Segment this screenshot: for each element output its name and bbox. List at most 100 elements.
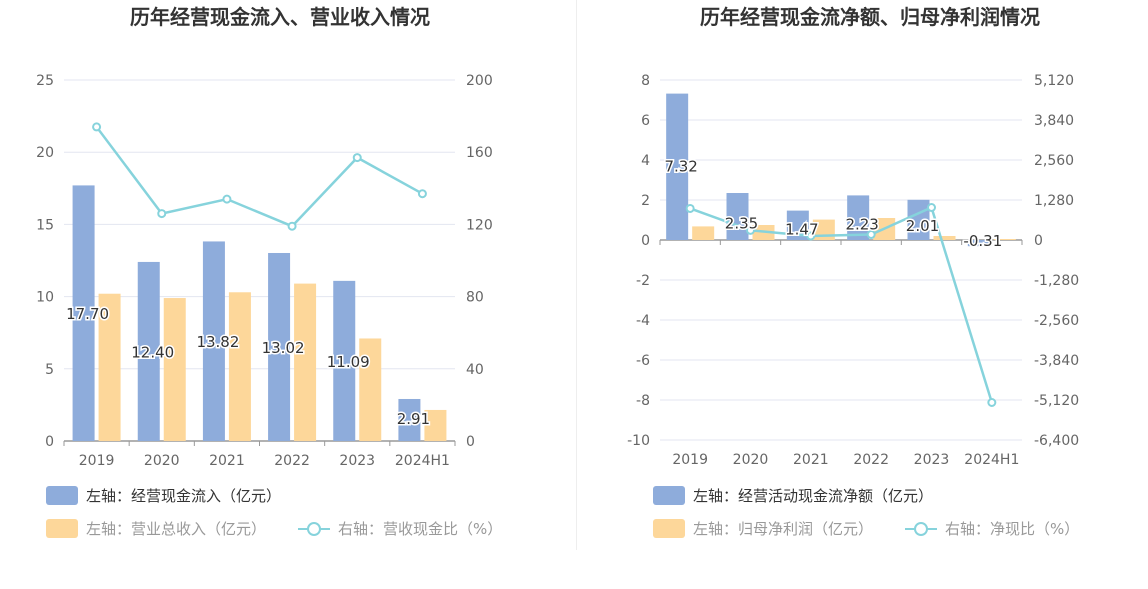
bar-primary[interactable] (967, 240, 990, 247)
ratio-point[interactable] (866, 230, 876, 240)
right-axis-tick-label: 2,560 (1034, 153, 1074, 169)
right-axis-tick-label: 160 (466, 145, 493, 161)
ratio-point[interactable] (987, 398, 997, 407)
left-axis-tick-label: 25 (36, 73, 54, 89)
bar-secondary[interactable] (993, 239, 1016, 240)
ratio-point[interactable] (806, 231, 816, 241)
bar-value-label: 11.09 (327, 353, 370, 371)
left-axis-tick-label: -6 (636, 353, 650, 369)
right-axis-tick-label: -6,400 (1034, 433, 1079, 449)
legend-label[interactable]: 左轴：归母净利润（亿元） (693, 520, 873, 538)
right-axis-tick-label: 120 (466, 217, 493, 233)
left-axis-tick-label: 6 (641, 113, 650, 129)
left-axis-tick-label: 15 (36, 217, 54, 233)
x-axis-category-label: 2021 (209, 453, 245, 469)
bar-primary[interactable] (333, 280, 356, 441)
x-axis-category-label: 2022 (853, 452, 889, 468)
ratio-point[interactable] (746, 225, 755, 235)
bar-primary[interactable] (72, 185, 95, 441)
left-axis-tick-label: 5 (45, 362, 54, 378)
x-axis-category-label: 2019 (672, 452, 708, 468)
legend-swatch (46, 486, 78, 505)
right-axis-tick-label: -1,280 (1034, 273, 1079, 289)
x-axis-category-label: 2023 (914, 452, 950, 468)
bar-value-label: 7.32 (664, 158, 697, 176)
net-cash-flow-profit-chart: 历年经营现金流净额、归母净利润情况 -10 -6,400 -8 -5,120 -6 -3,8… (627, 5, 1079, 538)
ratio-line (689, 205, 994, 403)
bar-secondary[interactable] (98, 293, 121, 441)
bar-primary[interactable] (268, 252, 291, 441)
x-axis-category-label: 2019 (79, 453, 115, 469)
right-axis-tick-label: 200 (466, 73, 493, 89)
left-axis-tick-label: 10 (36, 290, 54, 306)
x-axis-category-label: 2021 (793, 452, 829, 468)
right-axis-tick-label: -5,120 (1034, 393, 1079, 409)
legend-marker-icon (914, 522, 928, 536)
right-axis-tick-label: 40 (466, 362, 484, 378)
right-axis-tick-label: 0 (1034, 233, 1043, 249)
ratio-point[interactable] (157, 209, 167, 219)
bar-secondary[interactable] (359, 338, 382, 441)
left-axis-tick-label: -8 (636, 393, 650, 409)
x-axis-category-label: 2024H1 (964, 452, 1019, 468)
bar-value-label: 2.23 (845, 215, 878, 233)
bar-value-label: 2.91 (397, 410, 430, 428)
x-axis-category-label: 2023 (339, 453, 375, 469)
legend-swatch (653, 519, 685, 538)
ratio-point[interactable] (417, 189, 427, 199)
x-axis-category-label: 2020 (733, 452, 769, 468)
bar-value-label: 13.02 (262, 339, 305, 357)
ratio-point[interactable] (927, 203, 936, 212)
legend-label[interactable]: 右轴：营收现金比（%） (338, 520, 502, 538)
bar-secondary[interactable] (163, 298, 186, 441)
ratio-line (95, 126, 424, 228)
bar-value-label: 17.70 (66, 305, 109, 323)
left-axis-tick-label: 4 (641, 153, 650, 169)
bar-secondary[interactable] (933, 236, 956, 240)
legend-label[interactable]: 左轴：经营活动现金流净额（亿元） (693, 487, 933, 505)
legend-label[interactable]: 左轴：营业总收入（亿元） (86, 520, 266, 538)
bar-value-label: 12.40 (131, 343, 174, 361)
bar-value-label: 2.01 (906, 217, 939, 235)
ratio-point[interactable] (222, 194, 232, 204)
chart-title: 历年经营现金流入、营业收入情况 (130, 5, 430, 29)
legend-label[interactable]: 右轴：净现比（%） (945, 520, 1079, 538)
legend-marker-icon (307, 522, 321, 536)
x-axis-category-label: 2020 (144, 453, 180, 469)
panel-divider (576, 0, 577, 550)
bar-value-label: 2.35 (725, 215, 758, 233)
bar-primary[interactable] (847, 195, 870, 240)
bar-primary[interactable] (202, 241, 225, 441)
cash-inflow-revenue-chart: 历年经营现金流入、营业收入情况 0 0 5 40 10 80 15 120 20 160 25 200 2… (36, 5, 502, 538)
legend-label[interactable]: 左轴：经营现金流入（亿元） (86, 487, 281, 505)
bar-primary[interactable] (786, 210, 809, 240)
bar-value-label: 1.47 (785, 221, 818, 239)
ratio-point[interactable] (287, 221, 297, 231)
right-axis-tick-label: 80 (466, 290, 484, 306)
bar-value-label: -0.31 (963, 232, 1002, 250)
bar-primary[interactable] (666, 93, 689, 240)
bar-secondary[interactable] (424, 409, 447, 441)
x-axis-category-label: 2022 (274, 453, 310, 469)
right-axis-tick-label: 3,840 (1034, 113, 1074, 129)
legend-swatch (46, 519, 78, 538)
bar-secondary[interactable] (692, 226, 715, 240)
left-axis-tick-label: 0 (45, 434, 54, 450)
bar-value-label: 13.82 (196, 333, 239, 351)
ratio-point[interactable] (92, 122, 102, 132)
left-axis-tick-label: 8 (641, 73, 650, 89)
left-axis-tick-label: -2 (636, 273, 650, 289)
bar-primary[interactable] (137, 261, 160, 441)
left-axis-tick-label: 20 (36, 145, 54, 161)
bar-secondary[interactable] (294, 283, 317, 441)
bar-primary[interactable] (398, 398, 421, 441)
right-axis-tick-label: -2,560 (1034, 313, 1079, 329)
right-axis-tick-label: 1,280 (1034, 193, 1074, 209)
bar-secondary[interactable] (228, 292, 251, 441)
left-axis-tick-label: 2 (641, 193, 650, 209)
x-axis-category-label: 2024H1 (395, 453, 450, 469)
right-axis-tick-label: -3,840 (1034, 353, 1079, 369)
left-axis-tick-label: -10 (627, 433, 650, 449)
ratio-point[interactable] (352, 153, 362, 163)
ratio-point[interactable] (685, 203, 695, 213)
